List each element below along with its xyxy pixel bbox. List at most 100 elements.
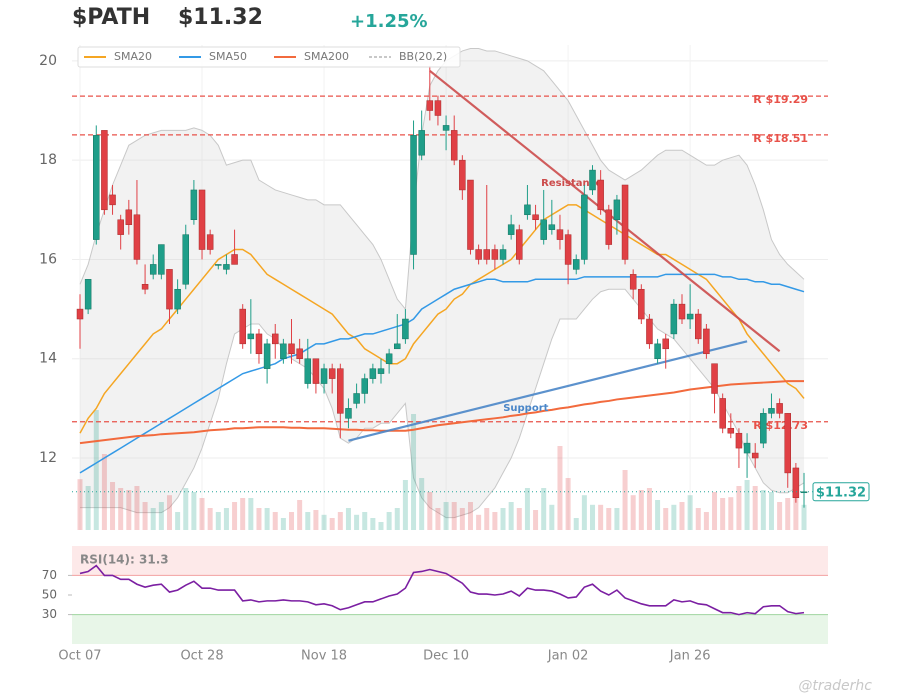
volume-bar	[695, 508, 701, 530]
moving-average	[79, 380, 805, 445]
candle-body	[426, 100, 434, 111]
volume-bar	[728, 497, 734, 530]
candle-body	[418, 130, 425, 156]
candle-body	[296, 348, 303, 359]
bollinger-area	[80, 48, 805, 518]
candle-body	[524, 204, 531, 216]
volume-bar	[801, 504, 807, 530]
volume-bar	[264, 508, 270, 530]
legend-label: SMA20	[114, 50, 152, 63]
volume-bar	[793, 492, 799, 530]
candle-body	[182, 234, 190, 285]
candle-body	[174, 288, 181, 310]
volume-bar	[679, 502, 685, 530]
x-tick-label: Nov 18	[301, 649, 347, 664]
candle-body	[483, 249, 490, 260]
candle-body	[703, 328, 710, 355]
volume-bar	[223, 508, 229, 530]
volume-bar	[459, 508, 465, 530]
candle-body	[581, 194, 588, 260]
candle-body	[638, 288, 645, 320]
volume-bar	[289, 512, 295, 530]
y-tick-label: 20	[39, 53, 57, 69]
candle-body	[141, 284, 149, 290]
last-price-tag	[812, 482, 870, 502]
volume-bar	[215, 512, 221, 530]
volume-bar	[126, 490, 132, 530]
candle-body	[93, 135, 100, 240]
volume-bar	[240, 498, 246, 530]
candle-body	[597, 179, 604, 211]
y-tick-label: 16	[39, 251, 57, 267]
candle-body	[434, 100, 442, 116]
candle-body	[735, 432, 743, 449]
candle-body	[695, 313, 702, 340]
rsi-zone	[72, 614, 828, 644]
volume-bar	[402, 480, 408, 530]
candle-body	[442, 125, 450, 131]
rsi-title: RSI(14): 31.3	[80, 553, 169, 567]
volume-bar	[646, 488, 652, 530]
candle-body	[215, 264, 222, 266]
volume-bar	[590, 504, 596, 530]
volume-bar	[573, 518, 579, 530]
volume-bar	[272, 512, 278, 530]
volume-bar	[630, 495, 636, 530]
candle-body	[206, 234, 214, 250]
candle-body	[385, 353, 393, 364]
volume-bar	[435, 508, 441, 530]
candle-body	[507, 224, 515, 235]
candle-body	[467, 179, 474, 250]
candle-body	[361, 378, 368, 394]
candle-body	[133, 214, 141, 260]
candle-body	[743, 442, 751, 454]
candle-body	[719, 398, 726, 429]
volume-bar	[533, 510, 539, 530]
volume-bar	[427, 492, 433, 530]
volume-bar	[443, 502, 449, 530]
candle-body	[459, 159, 466, 191]
header-price: $11.32	[178, 5, 263, 30]
watermark: @traderhc	[798, 678, 872, 694]
candle-body	[190, 189, 198, 220]
candle-body	[564, 234, 572, 265]
candle-body	[499, 249, 507, 260]
volume-bar	[386, 512, 392, 530]
candle-body	[158, 244, 165, 275]
candle-body	[247, 333, 255, 340]
volume-bar	[581, 495, 587, 530]
candle-body	[288, 343, 295, 355]
volume-bar	[516, 508, 522, 530]
candle-body	[101, 130, 108, 211]
volume-bar	[777, 502, 783, 530]
volume-bar	[744, 480, 750, 530]
volume-bar	[720, 498, 726, 530]
candle-body	[328, 368, 336, 379]
candle-body	[727, 427, 735, 434]
candle-body	[751, 452, 759, 459]
volume-bar	[256, 508, 262, 530]
volume-bar	[484, 508, 490, 530]
candle-body	[231, 254, 238, 265]
volume-bar	[248, 498, 254, 530]
bollinger-lower	[80, 288, 805, 519]
volume-bar	[93, 410, 99, 530]
legend-label: SMA200	[304, 50, 349, 63]
volume-bar	[687, 495, 693, 530]
volume-bar	[337, 512, 343, 530]
volume-bar	[508, 502, 514, 530]
candle-body	[402, 318, 409, 340]
volume-bar	[118, 488, 124, 530]
candle-body	[491, 249, 499, 260]
volume-bar	[305, 512, 311, 530]
volume-bar	[313, 510, 319, 530]
legend-label: BB(20,2)	[399, 50, 447, 63]
candle-body	[410, 135, 417, 255]
candle-body	[377, 368, 385, 374]
volume-bar	[736, 486, 742, 530]
level-label: R $12.73	[753, 419, 808, 432]
candle-body	[654, 343, 661, 359]
y-tick-label: 30	[42, 607, 57, 621]
volume-bar	[492, 512, 498, 530]
trendline	[348, 340, 748, 442]
